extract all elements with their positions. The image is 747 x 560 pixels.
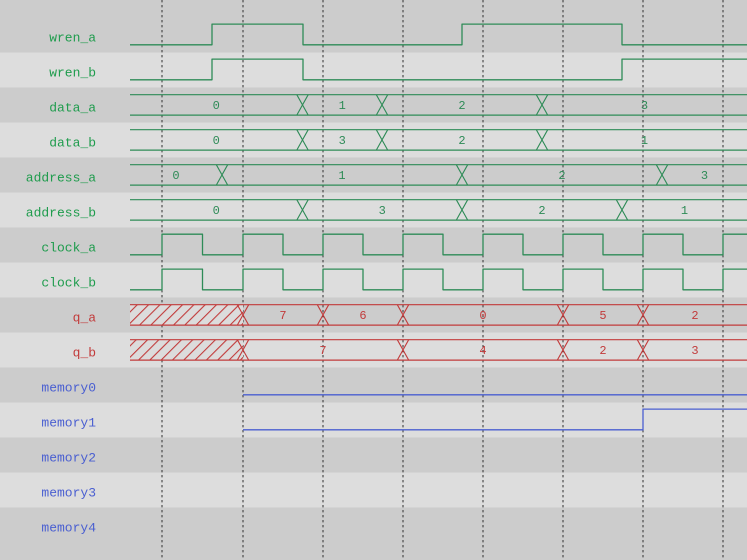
svg-text:memory2: memory2 — [41, 451, 96, 466]
svg-text:memory1: memory1 — [41, 416, 96, 431]
svg-text:2: 2 — [691, 309, 698, 323]
svg-text:2: 2 — [458, 99, 465, 113]
svg-text:7: 7 — [319, 344, 326, 358]
svg-text:wren_b: wren_b — [49, 66, 96, 81]
svg-text:memory4: memory4 — [41, 521, 96, 536]
svg-text:7: 7 — [279, 309, 286, 323]
svg-text:2: 2 — [558, 169, 565, 183]
svg-text:q_a: q_a — [73, 311, 97, 326]
svg-text:1: 1 — [338, 169, 345, 183]
svg-text:1: 1 — [681, 204, 688, 218]
svg-text:memory3: memory3 — [41, 486, 96, 501]
svg-text:3: 3 — [701, 169, 708, 183]
svg-text:2: 2 — [458, 134, 465, 148]
svg-text:data_b: data_b — [49, 136, 96, 151]
svg-text:0: 0 — [213, 204, 220, 218]
svg-text:1: 1 — [339, 99, 346, 113]
svg-text:0: 0 — [479, 309, 486, 323]
svg-text:0: 0 — [213, 99, 220, 113]
svg-text:5: 5 — [599, 309, 606, 323]
svg-text:address_a: address_a — [26, 171, 96, 186]
svg-text:clock_a: clock_a — [41, 241, 96, 256]
svg-text:3: 3 — [339, 134, 346, 148]
svg-text:4: 4 — [479, 344, 486, 358]
svg-text:0: 0 — [172, 169, 179, 183]
svg-text:q_b: q_b — [73, 346, 96, 361]
svg-text:memory0: memory0 — [41, 381, 96, 396]
svg-text:3: 3 — [691, 344, 698, 358]
svg-text:1: 1 — [641, 134, 648, 148]
svg-text:2: 2 — [599, 344, 606, 358]
svg-text:clock_b: clock_b — [41, 276, 96, 291]
svg-text:0: 0 — [213, 134, 220, 148]
svg-text:2: 2 — [538, 204, 545, 218]
svg-text:address_b: address_b — [26, 206, 96, 221]
svg-text:data_a: data_a — [49, 101, 96, 116]
svg-text:3: 3 — [379, 204, 386, 218]
svg-text:3: 3 — [641, 99, 648, 113]
svg-text:6: 6 — [359, 309, 366, 323]
svg-text:wren_a: wren_a — [49, 31, 96, 46]
